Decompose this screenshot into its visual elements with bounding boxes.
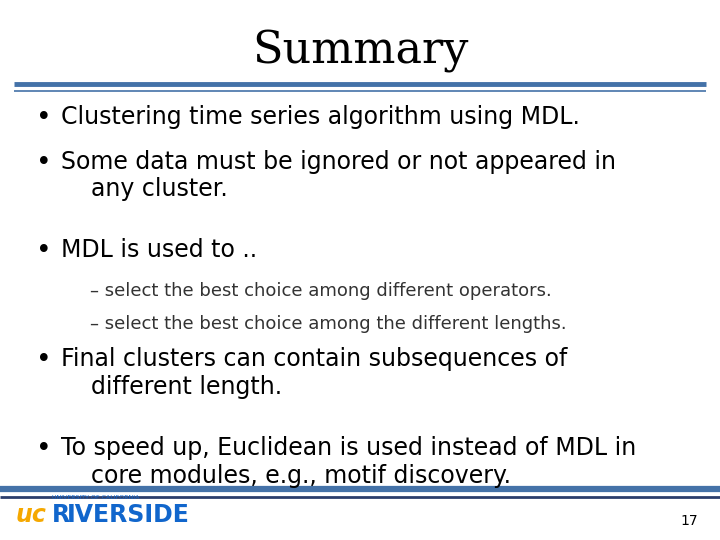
Text: R: R [52, 503, 70, 527]
Text: Some data must be ignored or not appeared in
    any cluster.: Some data must be ignored or not appeare… [61, 150, 616, 201]
Text: Clustering time series algorithm using MDL.: Clustering time series algorithm using M… [61, 105, 580, 129]
Text: 17: 17 [681, 514, 698, 528]
Text: MDL is used to ..: MDL is used to .. [61, 238, 257, 262]
Text: •: • [36, 150, 52, 176]
Text: – select the best choice among different operators.: – select the best choice among different… [90, 282, 552, 300]
Text: UNIVERSITY OF CALIFORNIA: UNIVERSITY OF CALIFORNIA [52, 495, 139, 500]
Text: Summary: Summary [252, 30, 468, 73]
Text: •: • [36, 238, 52, 264]
Text: •: • [36, 347, 52, 373]
Text: •: • [36, 105, 52, 131]
Text: To speed up, Euclidean is used instead of MDL in
    core modules, e.g., motif d: To speed up, Euclidean is used instead o… [61, 436, 636, 488]
Text: Final clusters can contain subsequences of
    different length.: Final clusters can contain subsequences … [61, 347, 567, 399]
Text: •: • [36, 436, 52, 462]
Text: uc: uc [16, 503, 47, 527]
Text: – select the best choice among the different lengths.: – select the best choice among the diffe… [90, 315, 567, 333]
Text: IVERSIDE: IVERSIDE [67, 503, 190, 527]
